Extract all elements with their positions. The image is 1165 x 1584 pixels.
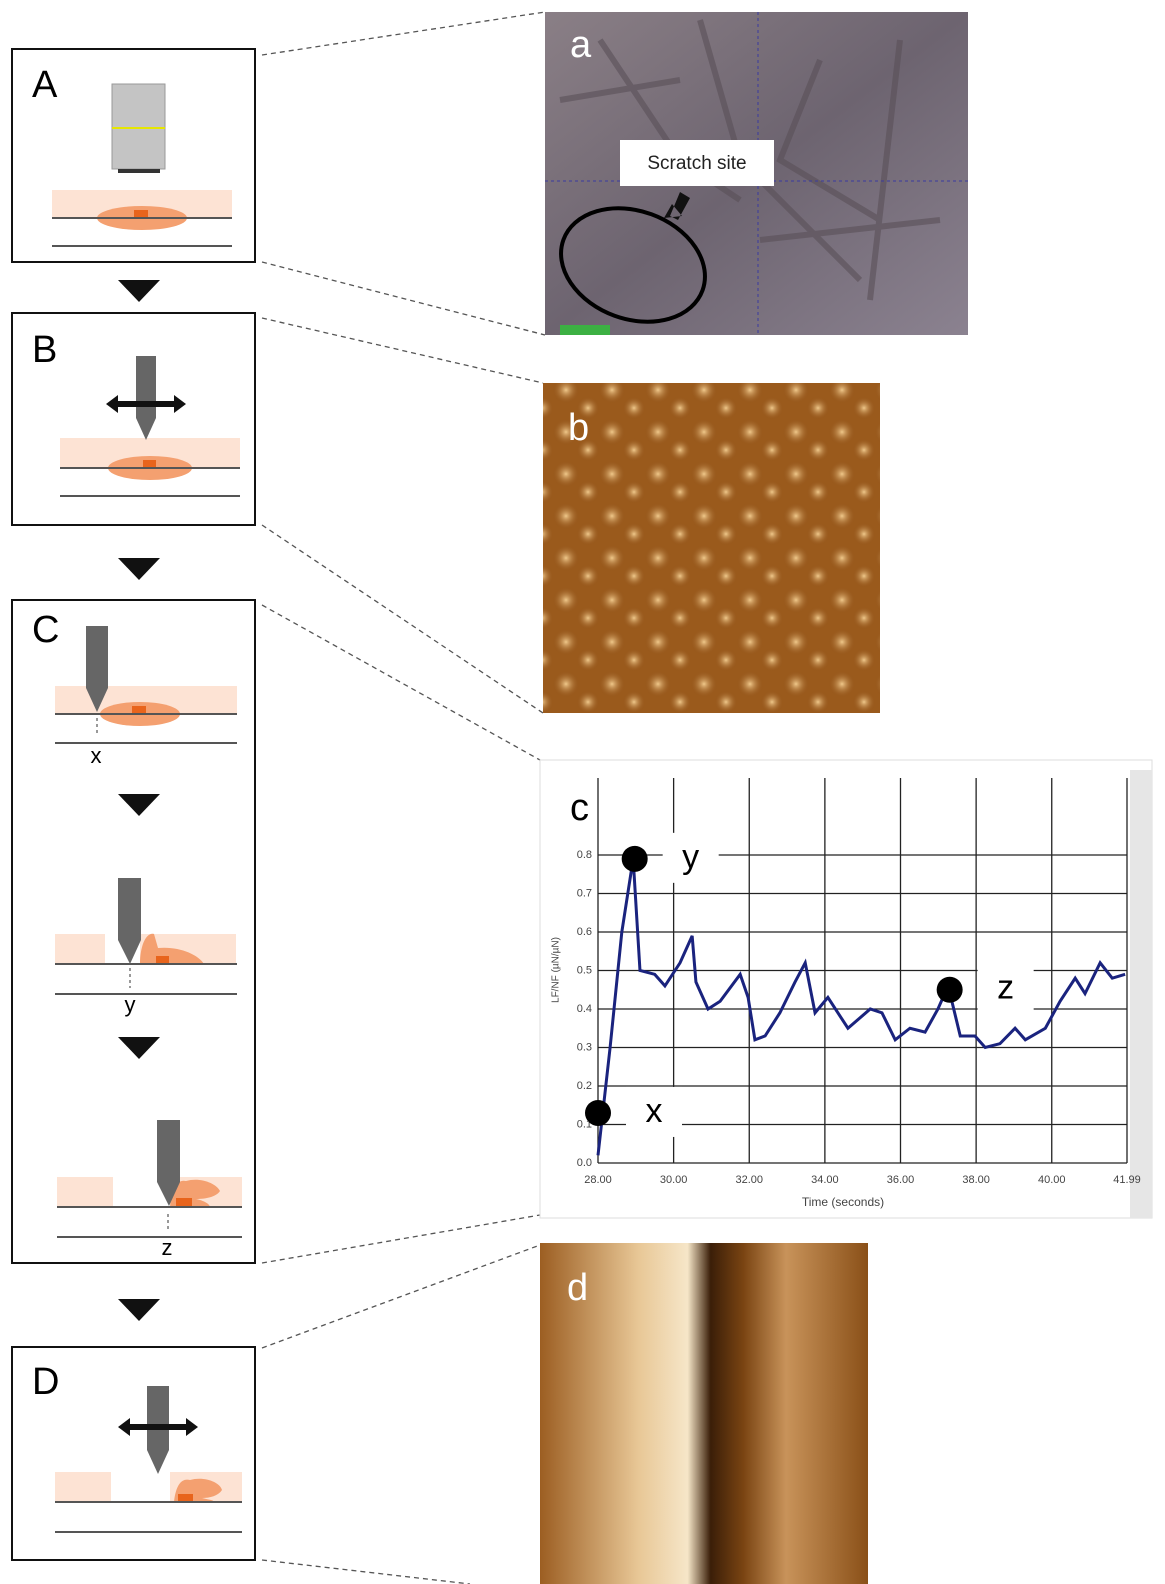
point-label: y bbox=[682, 838, 699, 876]
flow-arrow bbox=[118, 1299, 160, 1321]
y-tick-label: 0.4 bbox=[577, 1003, 592, 1015]
flow-arrow bbox=[118, 558, 160, 580]
y-tick-label: 0.8 bbox=[577, 849, 592, 861]
afm-image bbox=[543, 383, 880, 713]
x-tick-label: 40.00 bbox=[1038, 1174, 1066, 1186]
image-label: a bbox=[570, 24, 592, 66]
point-marker bbox=[937, 977, 963, 1003]
step-label: x bbox=[91, 743, 102, 768]
panel-label: D bbox=[32, 1361, 59, 1403]
y-axis-label: LF/NF (µN/µN) bbox=[551, 937, 562, 1003]
page: {"panels": [{"label": "A"}, {"label": "B… bbox=[0, 0, 1165, 1584]
y-tick-label: 0.3 bbox=[577, 1041, 592, 1053]
x-tick-label: 38.00 bbox=[962, 1174, 990, 1186]
y-tick-label: 0.6 bbox=[577, 926, 592, 938]
x-tick-label: 41.99 bbox=[1113, 1174, 1141, 1186]
point-label: x bbox=[646, 1092, 663, 1130]
flow-arrow bbox=[118, 280, 160, 302]
scrollbar bbox=[1130, 770, 1152, 1218]
x-axis-label: Time (seconds) bbox=[802, 1195, 884, 1209]
step-label: y bbox=[125, 992, 136, 1017]
x-tick-label: 36.00 bbox=[887, 1174, 915, 1186]
y-tick-label: 0.2 bbox=[577, 1080, 592, 1092]
figure: A B C x y z D bbox=[0, 0, 1165, 1584]
point-marker bbox=[585, 1100, 611, 1126]
panel-label: A bbox=[32, 64, 58, 106]
x-tick-label: 28.00 bbox=[584, 1174, 612, 1186]
y-tick-label: 0.5 bbox=[577, 964, 592, 976]
point-label: z bbox=[997, 969, 1014, 1007]
panel-label: c bbox=[570, 787, 589, 829]
optical-image bbox=[545, 12, 968, 341]
y-tick-label: 0.7 bbox=[577, 887, 592, 899]
x-tick-label: 34.00 bbox=[811, 1174, 839, 1186]
connectors bbox=[262, 12, 545, 1584]
panel-label: B bbox=[32, 329, 57, 371]
x-tick-label: 32.00 bbox=[735, 1174, 763, 1186]
image-label: d bbox=[567, 1267, 588, 1309]
y-tick-label: 0.0 bbox=[577, 1157, 592, 1169]
callout: Scratch site bbox=[647, 153, 746, 174]
chart-panel bbox=[540, 760, 1152, 1218]
panel-label: C bbox=[32, 609, 59, 651]
afm-image bbox=[540, 1243, 868, 1584]
point-marker bbox=[622, 846, 648, 872]
step-label: z bbox=[162, 1235, 173, 1260]
x-tick-label: 30.00 bbox=[660, 1174, 688, 1186]
image-label: b bbox=[568, 407, 589, 449]
